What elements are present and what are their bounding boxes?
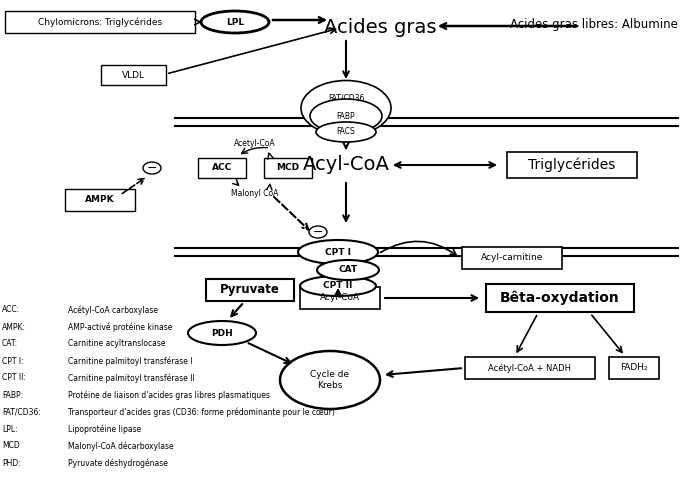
- FancyBboxPatch shape: [65, 189, 135, 211]
- Text: CPT II:: CPT II:: [2, 373, 26, 382]
- FancyBboxPatch shape: [507, 152, 637, 178]
- Text: Chylomicrons: Triglycérides: Chylomicrons: Triglycérides: [38, 17, 162, 27]
- Text: Acetyl-CoA: Acetyl-CoA: [234, 139, 276, 148]
- Text: Acyl-CoA: Acyl-CoA: [320, 293, 360, 303]
- Text: Transporteur d'acides gras (CD36: forme prédominante pour le cœur): Transporteur d'acides gras (CD36: forme …: [68, 407, 335, 417]
- FancyBboxPatch shape: [264, 158, 312, 178]
- Text: Carnitine palmitoyl transférase I: Carnitine palmitoyl transférase I: [68, 356, 192, 366]
- FancyBboxPatch shape: [609, 357, 659, 379]
- Text: Lipoprotéine lipase: Lipoprotéine lipase: [68, 424, 141, 434]
- Text: Acyl-carnitine: Acyl-carnitine: [481, 253, 543, 262]
- Text: Acétyl-CoA carboxylase: Acétyl-CoA carboxylase: [68, 305, 158, 315]
- Ellipse shape: [316, 122, 376, 142]
- Text: Carnitine palmitoyl transférase II: Carnitine palmitoyl transférase II: [68, 373, 194, 383]
- Text: FABP: FABP: [337, 111, 356, 120]
- Text: PDH: PDH: [211, 328, 233, 337]
- FancyBboxPatch shape: [5, 11, 195, 33]
- FancyBboxPatch shape: [198, 158, 246, 178]
- Text: Malonyl-CoA décarboxylase: Malonyl-CoA décarboxylase: [68, 441, 173, 451]
- Text: AMP-activé protéine kinase: AMP-activé protéine kinase: [68, 322, 172, 332]
- Text: ACC: ACC: [212, 163, 232, 173]
- Text: FABP:: FABP:: [2, 391, 23, 400]
- Ellipse shape: [317, 260, 379, 280]
- Text: MCD: MCD: [2, 442, 20, 450]
- Text: AMPK:: AMPK:: [2, 323, 26, 332]
- Text: FADH₂: FADH₂: [620, 363, 648, 372]
- Text: FAT/CD36:: FAT/CD36:: [2, 408, 41, 416]
- Text: CPT I: CPT I: [325, 248, 351, 257]
- Ellipse shape: [280, 351, 380, 409]
- Text: CPT II: CPT II: [323, 282, 353, 291]
- Ellipse shape: [143, 162, 161, 174]
- Text: FACS: FACS: [337, 128, 356, 137]
- Text: Acides gras libres: Albumine: Acides gras libres: Albumine: [510, 18, 678, 31]
- FancyBboxPatch shape: [462, 247, 562, 269]
- Text: Bêta-oxydation: Bêta-oxydation: [500, 291, 620, 305]
- FancyBboxPatch shape: [101, 65, 165, 85]
- Text: CAT: CAT: [339, 265, 358, 274]
- FancyBboxPatch shape: [465, 357, 595, 379]
- Text: Protéine de liaison d'acides gras libres plasmatiques: Protéine de liaison d'acides gras libres…: [68, 390, 270, 400]
- Text: CPT I:: CPT I:: [2, 357, 24, 366]
- Ellipse shape: [188, 321, 256, 345]
- Ellipse shape: [309, 226, 327, 238]
- Text: Acétyl-CoA + NADH: Acétyl-CoA + NADH: [488, 363, 571, 373]
- Text: Acyl-CoA: Acyl-CoA: [303, 155, 390, 174]
- Text: VLDL: VLDL: [122, 70, 144, 79]
- FancyBboxPatch shape: [300, 287, 380, 309]
- Text: Triglycérides: Triglycérides: [528, 158, 615, 172]
- Ellipse shape: [310, 99, 382, 133]
- Text: Carnitine acyltranslocase: Carnitine acyltranslocase: [68, 339, 165, 348]
- Text: MCD: MCD: [277, 163, 300, 173]
- Text: Malonyl CoA: Malonyl CoA: [231, 188, 279, 197]
- Text: LPL: LPL: [226, 18, 244, 26]
- Text: FAT/CD36: FAT/CD36: [328, 94, 364, 102]
- Text: CAT:: CAT:: [2, 339, 18, 348]
- Text: Pyruvate déshydrogénase: Pyruvate déshydrogénase: [68, 458, 168, 468]
- FancyBboxPatch shape: [206, 279, 294, 301]
- Text: Cycle de
Krebs: Cycle de Krebs: [311, 370, 350, 390]
- Text: −: −: [313, 226, 323, 239]
- Text: −: −: [147, 162, 157, 174]
- Ellipse shape: [298, 240, 378, 264]
- Ellipse shape: [300, 276, 376, 296]
- Text: Acides gras: Acides gras: [324, 18, 437, 37]
- Text: LPL:: LPL:: [2, 424, 18, 434]
- FancyBboxPatch shape: [486, 284, 634, 312]
- Text: Pyruvate: Pyruvate: [220, 283, 280, 296]
- Ellipse shape: [201, 11, 269, 33]
- Ellipse shape: [301, 80, 391, 135]
- Text: ACC:: ACC:: [2, 305, 20, 315]
- Text: AMPK: AMPK: [85, 196, 115, 205]
- Text: PHD:: PHD:: [2, 458, 21, 467]
